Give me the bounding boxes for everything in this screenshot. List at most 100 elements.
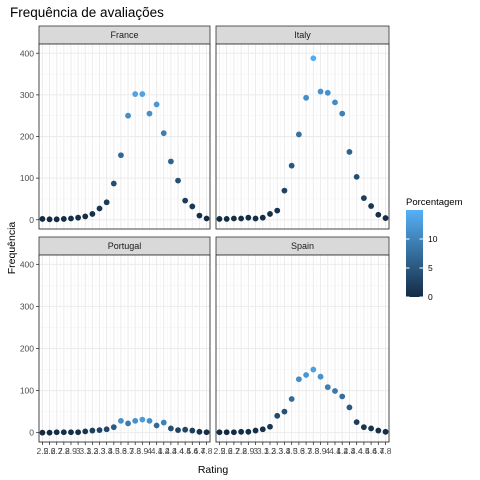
data-point bbox=[167, 425, 174, 432]
x-tick-label: 3.9 bbox=[315, 446, 327, 456]
data-point bbox=[245, 428, 252, 435]
data-point bbox=[96, 427, 103, 434]
data-point bbox=[267, 423, 273, 430]
x-tick-label: 3.6 bbox=[293, 446, 305, 456]
data-point bbox=[46, 216, 53, 223]
x-tick-label: 4.3 bbox=[344, 446, 356, 456]
y-tick-label: 200 bbox=[20, 344, 34, 354]
x-tick-label: 4 bbox=[325, 446, 330, 456]
x-tick-label: 4.2 bbox=[158, 446, 170, 456]
data-point bbox=[346, 404, 353, 411]
x-tick-label: 3.7 bbox=[300, 446, 312, 456]
x-tick-label: 4.6 bbox=[186, 446, 198, 456]
data-point bbox=[160, 130, 167, 137]
data-point bbox=[223, 429, 230, 436]
x-tick-label: 4.7 bbox=[194, 446, 206, 456]
data-point bbox=[317, 373, 324, 380]
x-tick-label: 3.1 bbox=[257, 446, 269, 456]
data-point bbox=[368, 203, 374, 209]
data-point bbox=[303, 94, 310, 101]
x-tick-label: 3.4 bbox=[101, 446, 113, 456]
y-tick-label: 300 bbox=[20, 90, 34, 100]
x-tick-label: 3.7 bbox=[122, 446, 134, 456]
y-tick-label: 200 bbox=[20, 132, 34, 142]
data-point bbox=[89, 427, 96, 434]
x-tick-label: 3.1 bbox=[79, 446, 91, 456]
data-point bbox=[332, 99, 338, 106]
x-tick-label: 2.5 bbox=[214, 446, 226, 456]
x-tick-label: 3.8 bbox=[129, 446, 141, 456]
y-tick-label: 0 bbox=[29, 215, 34, 225]
data-point bbox=[53, 216, 60, 223]
data-point bbox=[189, 427, 196, 434]
x-tick-label: 4.3 bbox=[165, 446, 177, 456]
data-point bbox=[324, 89, 331, 96]
y-tick-label: 400 bbox=[20, 48, 34, 58]
panel-border bbox=[215, 43, 390, 230]
panel-border bbox=[215, 254, 390, 443]
data-point bbox=[274, 207, 281, 214]
legend-title: Porcentagem bbox=[406, 197, 463, 208]
x-tick-label: 4.8 bbox=[380, 446, 392, 456]
x-tick-label: 4.7 bbox=[372, 446, 384, 456]
x-tick-label: 4 bbox=[147, 446, 152, 456]
y-tick-label: 0 bbox=[29, 428, 34, 438]
data-point bbox=[310, 366, 317, 373]
data-point bbox=[96, 205, 103, 212]
facet-panel-italy: Italy bbox=[215, 25, 390, 230]
data-point bbox=[103, 426, 110, 433]
data-point bbox=[382, 215, 389, 221]
data-point bbox=[353, 173, 360, 180]
data-point bbox=[175, 177, 181, 184]
data-point bbox=[196, 428, 203, 435]
data-point bbox=[238, 428, 245, 435]
data-point bbox=[288, 162, 295, 169]
y-tick-label: 100 bbox=[20, 173, 34, 183]
data-point bbox=[295, 131, 302, 138]
x-tick-label: 3 bbox=[253, 446, 258, 456]
x-tick-label: 4.4 bbox=[172, 446, 184, 456]
legend-colorbar bbox=[406, 210, 423, 297]
data-point bbox=[375, 427, 382, 434]
data-point bbox=[103, 199, 110, 206]
data-point bbox=[75, 429, 82, 436]
chart-title: Frequência de avaliações bbox=[10, 5, 164, 20]
x-tick-label: 2.8 bbox=[58, 446, 70, 456]
data-point bbox=[252, 215, 259, 222]
data-point bbox=[146, 417, 153, 424]
data-point bbox=[231, 429, 237, 436]
y-tick-label: 400 bbox=[20, 259, 34, 269]
data-point bbox=[146, 110, 153, 117]
data-point bbox=[60, 429, 67, 436]
x-tick-label: 2.6 bbox=[221, 446, 233, 456]
data-point bbox=[132, 417, 139, 424]
data-point bbox=[346, 149, 353, 155]
data-point bbox=[39, 216, 46, 222]
x-tick-label: 4.1 bbox=[329, 446, 341, 456]
x-tick-label: 2.9 bbox=[65, 446, 77, 456]
data-point bbox=[245, 214, 252, 221]
data-point bbox=[360, 195, 367, 202]
x-tick-label: 4.6 bbox=[365, 446, 377, 456]
data-point bbox=[339, 110, 346, 117]
data-point bbox=[238, 215, 245, 222]
x-tick-label: 4.5 bbox=[358, 446, 370, 456]
data-point bbox=[182, 426, 189, 433]
data-point bbox=[274, 412, 281, 419]
data-point bbox=[125, 420, 131, 427]
x-tick-label: 3.2 bbox=[86, 446, 98, 456]
data-point bbox=[295, 376, 302, 383]
x-tick-label: 4.8 bbox=[201, 446, 213, 456]
facet-panels: France 0 100 200 300 400 Italy Portugal 0 100 200 3… bbox=[20, 25, 392, 456]
data-point bbox=[223, 216, 230, 222]
data-point bbox=[110, 180, 117, 187]
data-point bbox=[110, 424, 117, 431]
data-point bbox=[324, 384, 331, 391]
data-point bbox=[375, 211, 382, 218]
data-point bbox=[332, 388, 338, 394]
x-tick-label: 3.3 bbox=[94, 446, 106, 456]
data-point bbox=[118, 417, 124, 424]
x-tick-label: 3.3 bbox=[271, 446, 283, 456]
data-point bbox=[203, 215, 210, 222]
data-point bbox=[89, 211, 96, 217]
